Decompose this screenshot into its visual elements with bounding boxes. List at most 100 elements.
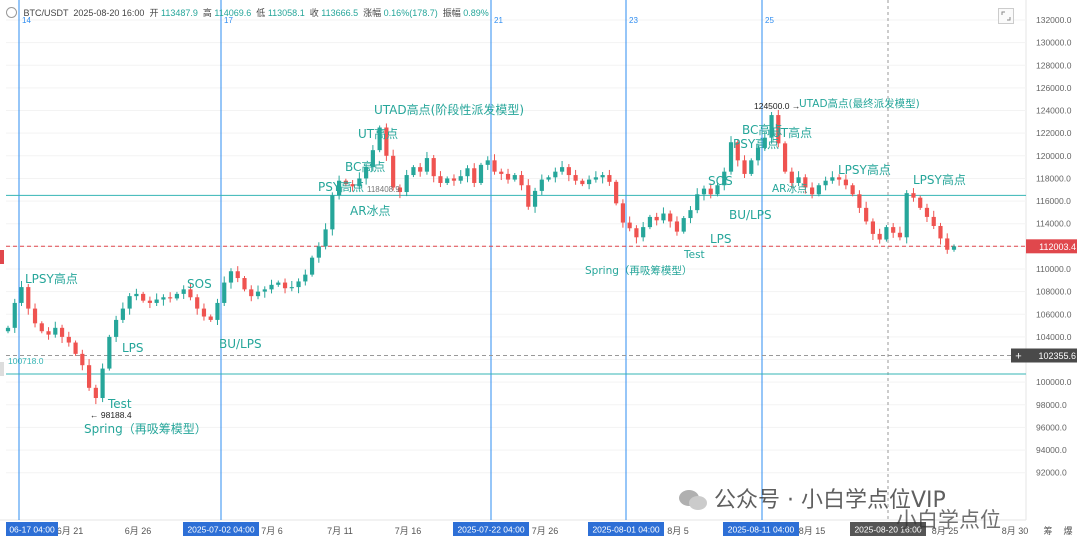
- price-mark: ← 98188.4: [90, 410, 132, 420]
- y-axis-panel: [1026, 0, 1080, 543]
- candle: [181, 285, 186, 299]
- candle-body: [188, 289, 193, 298]
- candle: [742, 155, 747, 178]
- candle: [796, 171, 801, 187]
- candle-body: [728, 142, 734, 172]
- candle: [931, 210, 936, 230]
- watermark-line2: 小白学点位: [896, 508, 1001, 532]
- candle: [465, 165, 470, 183]
- candle: [810, 182, 815, 199]
- price-badge-text: 112003.4: [1039, 242, 1076, 252]
- y-tick-label: 114000.0: [1036, 219, 1071, 229]
- candle: [620, 199, 625, 228]
- candle-body: [755, 147, 761, 161]
- candle: [141, 291, 146, 303]
- candle-body: [884, 227, 889, 240]
- candle: [154, 293, 159, 306]
- time-badge-text: 2025-07-22 04:00: [457, 525, 524, 535]
- candle: [755, 143, 761, 166]
- candle: [296, 278, 301, 294]
- candle-body: [337, 180, 342, 196]
- amplitude-value: 0.89%: [463, 8, 489, 18]
- fullscreen-button[interactable]: [998, 8, 1014, 24]
- candle-body: [465, 168, 470, 177]
- candle-body: [228, 271, 234, 283]
- candle: [837, 174, 842, 186]
- candle-body: [505, 173, 511, 180]
- candle-body: [803, 177, 808, 188]
- x-tick-label: 6月 21: [57, 526, 84, 536]
- candle-body: [830, 177, 835, 181]
- y-tick-label: 94000.0: [1036, 445, 1067, 455]
- candle-body: [715, 185, 720, 195]
- candle-body: [32, 308, 38, 324]
- candle: [580, 178, 585, 187]
- candle: [134, 288, 139, 301]
- candle-body: [303, 274, 308, 282]
- y-tick-label: 100000.0: [1036, 377, 1072, 387]
- candle: [607, 169, 612, 186]
- x-tick-label: 7月 6: [261, 526, 283, 536]
- x-tick-label: 8月 25: [932, 526, 959, 536]
- symbol-icon: [6, 7, 17, 18]
- candle-body: [722, 171, 727, 186]
- high-value: 114069.6: [214, 8, 252, 18]
- time-badge: [453, 522, 529, 536]
- candle-body: [749, 160, 754, 174]
- candle-body: [600, 175, 605, 178]
- change-value: 0.16%(178.7): [383, 8, 438, 18]
- close-label: 收: [309, 8, 319, 18]
- candle: [262, 286, 267, 298]
- candle-body: [668, 213, 673, 222]
- time-marker-label: 21: [494, 16, 503, 25]
- candle-body: [945, 238, 950, 250]
- candle: [86, 359, 92, 391]
- candle-body: [364, 167, 369, 179]
- close-value: 113666.5: [321, 8, 359, 18]
- candle: [600, 171, 605, 184]
- candle: [120, 302, 125, 323]
- candle-body: [59, 327, 65, 337]
- candle-body: [492, 160, 497, 172]
- wyckoff-annotation: UT高点: [358, 126, 398, 141]
- time-badge-text: 2025-08-01 04:00: [592, 525, 659, 535]
- x-tick-label: 8月 15: [799, 526, 826, 536]
- candle: [384, 123, 389, 161]
- candle: [728, 136, 734, 175]
- candle-body: [438, 176, 443, 183]
- candle: [337, 175, 342, 200]
- candle: [289, 280, 294, 292]
- left-scroll-marker: [0, 362, 4, 376]
- candle: [681, 216, 686, 234]
- candle: [357, 172, 362, 190]
- candle: [316, 242, 321, 263]
- candle: [539, 174, 544, 195]
- add-alert-icon: +: [1015, 351, 1021, 363]
- candle-body: [539, 179, 544, 191]
- candle-body: [810, 187, 815, 195]
- time-marker-label: 25: [765, 16, 774, 25]
- watermark: 公众号 · 小白学点位VIP: [678, 482, 946, 514]
- candle-body: [701, 188, 707, 195]
- wyckoff-annotation: Spring（再吸筹模型）: [84, 422, 207, 436]
- low-value: 113058.1: [267, 8, 305, 18]
- candle-body: [641, 227, 646, 238]
- candle: [938, 222, 943, 245]
- candle-body: [80, 353, 85, 366]
- symbol-name[interactable]: BTC/USDT: [23, 8, 69, 18]
- candle-body: [161, 297, 166, 300]
- candle-body: [458, 176, 463, 181]
- candle: [174, 291, 180, 301]
- candle: [364, 164, 369, 185]
- candle-body: [850, 185, 855, 195]
- candle: [100, 363, 105, 403]
- candle: [249, 285, 254, 302]
- change-label: 涨幅: [363, 8, 382, 18]
- candle-body: [114, 319, 119, 337]
- x-tick-label: 8月 5: [667, 526, 689, 536]
- candle-body: [424, 158, 430, 172]
- candle: [884, 225, 889, 242]
- time-badge-text: 06-17 04:00: [9, 525, 55, 535]
- y-tick-label: 130000.0: [1036, 38, 1072, 48]
